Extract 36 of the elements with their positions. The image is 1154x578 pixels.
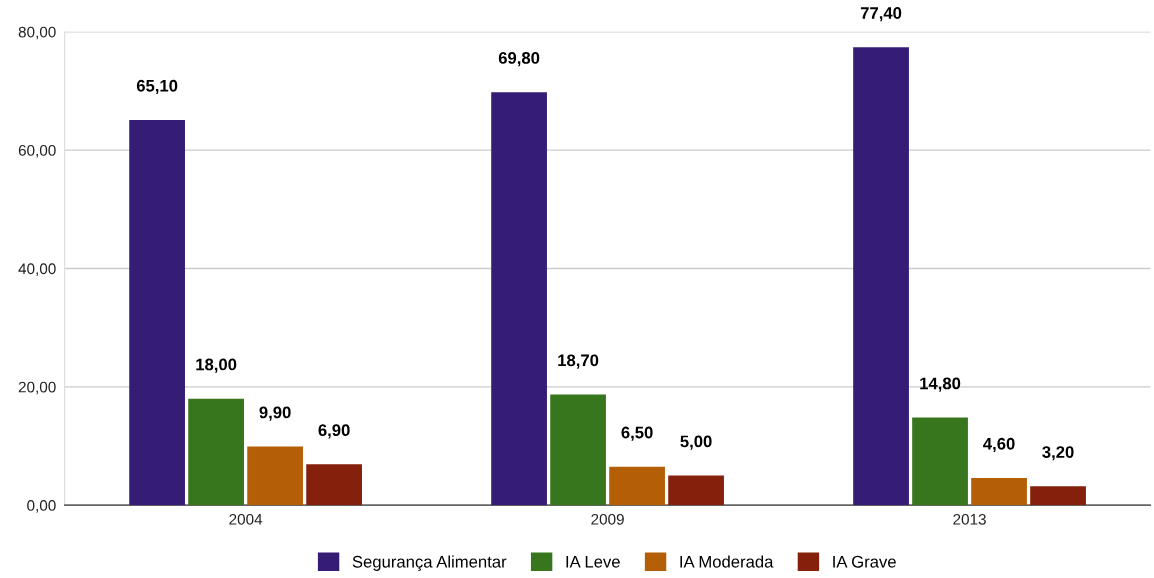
data-label: 6,50 — [621, 426, 653, 441]
bar — [550, 394, 606, 506]
data-label: 69,80 — [498, 52, 540, 67]
legend-label: IA Grave — [833, 555, 896, 568]
bar — [129, 119, 185, 506]
bar — [1030, 486, 1086, 506]
bar — [247, 446, 303, 506]
x-tick-label: 2013 — [953, 513, 986, 525]
data-label: 5,00 — [680, 435, 712, 450]
legend-label: IA Leve — [566, 556, 620, 568]
data-label: 3,20 — [1042, 446, 1074, 461]
y-tick-label: 40,00 — [18, 263, 56, 276]
bar — [609, 466, 665, 506]
y-tick-label: 20,00 — [18, 381, 56, 395]
y-tick-label: 60,00 — [18, 145, 56, 158]
bar — [971, 477, 1027, 506]
data-label: 6,90 — [318, 424, 350, 439]
bar — [188, 398, 244, 506]
y-tick-label: 80,00 — [18, 26, 56, 40]
bar — [491, 92, 547, 506]
x-tick-label: 2004 — [229, 513, 263, 525]
bar — [306, 464, 362, 506]
data-label: 14,80 — [920, 377, 961, 392]
bar — [668, 475, 724, 506]
data-label: 18,70 — [558, 354, 599, 369]
y-tick-label: 0,00 — [27, 500, 56, 513]
data-label: 18,00 — [196, 358, 237, 373]
bar — [912, 417, 968, 506]
data-label: 77,40 — [860, 7, 902, 22]
bar — [853, 47, 909, 506]
legend-label: IA Moderada — [680, 555, 774, 568]
x-tick-label: 2009 — [591, 513, 624, 525]
data-label: 65,10 — [136, 79, 178, 95]
data-label: 4,60 — [983, 437, 1015, 453]
data-label: 9,90 — [259, 406, 291, 421]
legend-label: Segurança Alimentar — [352, 555, 507, 572]
